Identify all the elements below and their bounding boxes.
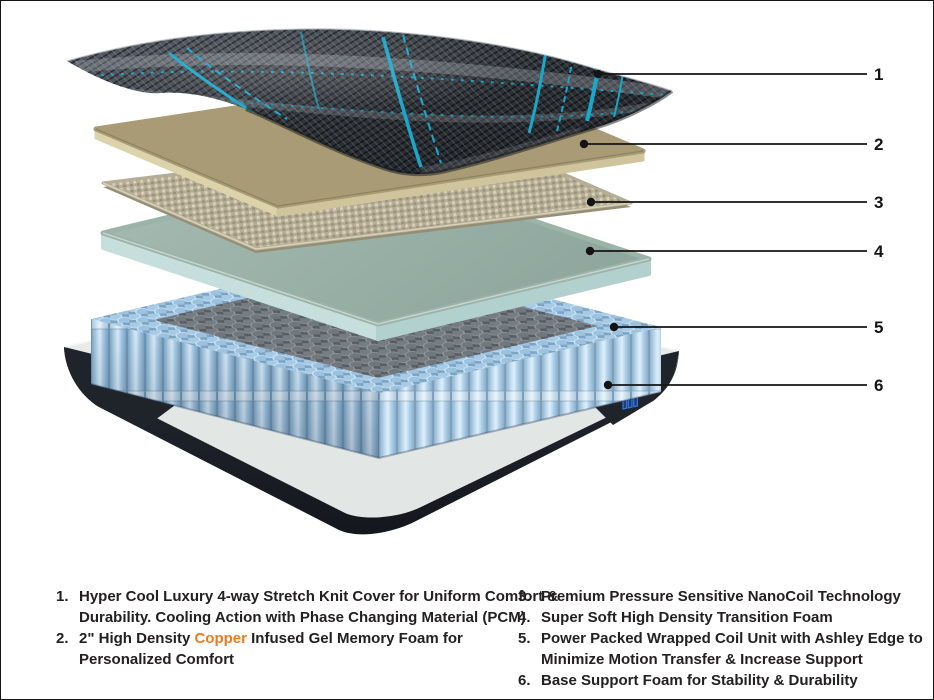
legend-item-text: Power Packed Wrapped Coil Unit with Ashl… (541, 628, 923, 670)
legend-item-number: 1. (56, 588, 69, 605)
legend-item-4: 4. Super Soft High Density Transition Fo… (518, 607, 923, 628)
legend-line: Base Support Foam for Stability & Durabi… (541, 672, 858, 689)
legend-item-6: 6. Base Support Foam for Stability & Dur… (518, 670, 923, 691)
legend-item-number: 3. (518, 588, 531, 605)
legend-item-text: Premium Pressure Sensitive NanoCoil Tech… (541, 586, 901, 607)
legend-line: Personalized Comfort (79, 651, 235, 668)
legend-column-left: 1. Hyper Cool Luxury 4-way Stretch Knit … (56, 586, 558, 670)
legend-column-right: 3. Premium Pressure Sensitive NanoCoil T… (518, 586, 923, 691)
callout-numbers: 1 2 3 4 5 6 (874, 65, 884, 395)
legend-line: Hyper Cool Luxury 4-way Stretch Knit Cov… (79, 588, 559, 605)
callout-number-5: 5 (874, 318, 883, 337)
legend-item-text: Hyper Cool Luxury 4-way Stretch Knit Cov… (79, 586, 558, 628)
legend-line: 2" High Density Copper Infused Gel Memor… (79, 628, 463, 649)
legend-item-number: 2. (56, 630, 69, 647)
callout-number-6: 6 (874, 376, 883, 395)
bold-highlight-text: Super Soft (541, 609, 617, 626)
legend-item-2: 2. 2" High Density Copper Infused Gel Me… (56, 628, 558, 670)
legend-line: Super Soft High Density Transition Foam (541, 607, 833, 628)
legend-item-1: 1. Hyper Cool Luxury 4-way Stretch Knit … (56, 586, 558, 628)
legend-item-number: 4. (518, 609, 531, 626)
legend-line: Premium Pressure Sensitive NanoCoil Tech… (541, 588, 901, 605)
legend-text-fragment: 2" High Density (79, 630, 195, 647)
legend-item-text: Super Soft High Density Transition Foam (541, 607, 833, 628)
legend-line: Power Packed Wrapped Coil Unit with Ashl… (541, 630, 923, 647)
legend-line: Minimize Motion Transfer & Increase Supp… (541, 651, 863, 668)
legend-item-3: 3. Premium Pressure Sensitive NanoCoil T… (518, 586, 923, 607)
callout-dots (579, 69, 619, 390)
callout-number-3: 3 (874, 193, 883, 212)
legend-item-5: 5. Power Packed Wrapped Coil Unit with A… (518, 628, 923, 670)
legend-line: Durability. Cooling Action with Phase Ch… (79, 609, 526, 626)
legend-item-text: Base Support Foam for Stability & Durabi… (541, 670, 858, 691)
copper-highlight-text: Copper (194, 630, 247, 647)
callout-group (584, 73, 867, 386)
callout-number-1: 1 (874, 65, 883, 84)
legend-text-fragment: High Density Transition Foam (616, 609, 833, 626)
legend-item-text: 2" High Density Copper Infused Gel Memor… (79, 628, 463, 670)
legend-text-fragment: Infused Gel Memory Foam for (246, 630, 463, 647)
callout-number-2: 2 (874, 135, 883, 154)
callout-number-4: 4 (874, 242, 884, 261)
knit-cover-layer (66, 28, 674, 177)
legend-item-number: 6. (518, 672, 531, 689)
legend-item-number: 5. (518, 630, 531, 647)
